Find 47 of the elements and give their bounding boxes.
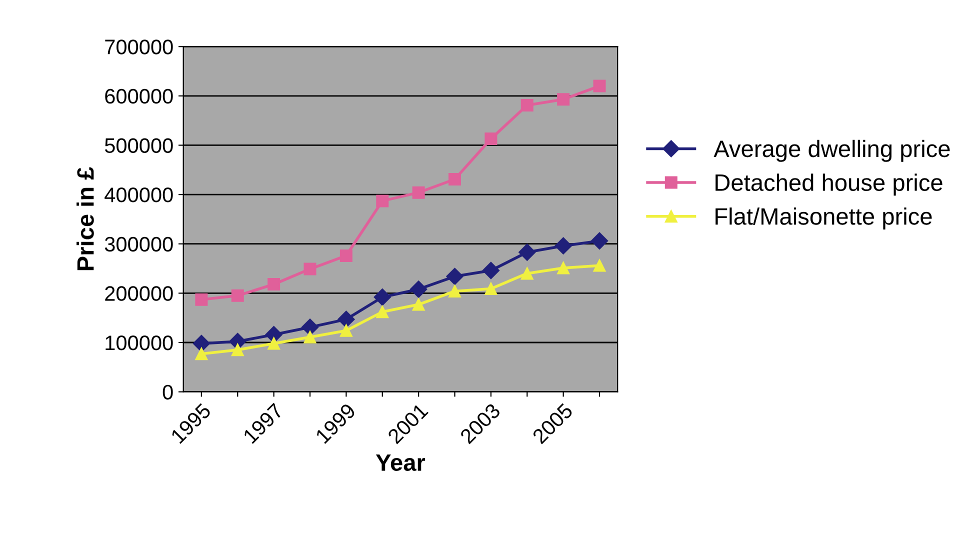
y-tick-label: 600000: [105, 88, 173, 104]
point: [231, 289, 244, 302]
point: [448, 173, 462, 186]
y-axis-title: Price in £: [76, 166, 94, 270]
point: [192, 334, 210, 352]
point: [340, 324, 352, 337]
point: [376, 194, 389, 208]
point: [554, 237, 572, 254]
legend-label: Flat/Maisonette price: [716, 207, 932, 230]
point: [593, 80, 606, 92]
point: [195, 348, 208, 360]
point: [448, 284, 462, 298]
point: [231, 344, 244, 356]
y-tick-label: 200000: [105, 286, 173, 301]
point: [484, 132, 498, 146]
point: [482, 262, 500, 280]
point: [268, 278, 280, 291]
point: [304, 262, 316, 276]
point: [195, 293, 208, 306]
y-tick-label: 500000: [104, 138, 173, 153]
y-tick-label: 100000: [106, 336, 173, 350]
legend-label: Detached house price: [716, 174, 942, 196]
point: [374, 288, 391, 306]
point: [301, 318, 319, 336]
point: [557, 93, 570, 106]
point: [268, 337, 280, 350]
point: [590, 232, 608, 250]
legend-label: Average dwelling price: [714, 140, 950, 162]
point: [376, 306, 389, 318]
point: [520, 267, 534, 280]
point: [338, 310, 355, 328]
point: [304, 330, 316, 344]
y-tick-label: 300000: [104, 236, 173, 252]
x-axis-title: Year: [376, 454, 426, 471]
point: [484, 282, 498, 295]
point: [518, 244, 536, 261]
point: [557, 262, 570, 274]
point: [340, 249, 352, 262]
point: [410, 280, 428, 298]
point: [520, 99, 534, 112]
y-tick-label: 700000: [105, 40, 173, 54]
point: [412, 298, 425, 311]
point: [446, 268, 464, 285]
point: [593, 259, 606, 272]
point: [412, 186, 425, 199]
y-tick-label: 0: [162, 384, 173, 400]
y-tick-label: 400000: [104, 188, 173, 202]
